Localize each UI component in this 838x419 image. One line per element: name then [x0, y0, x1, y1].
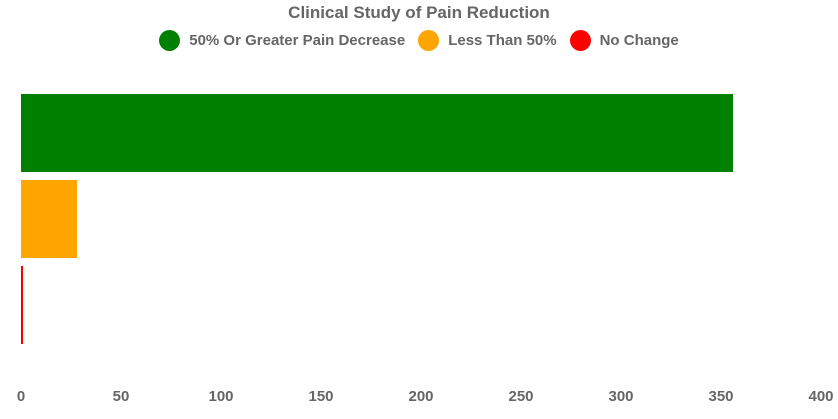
legend-item-less-than-50-percent[interactable]: Less Than 50% — [418, 30, 557, 51]
legend-item-label: Less Than 50% — [448, 32, 557, 49]
x-tick-label: 400 — [808, 388, 834, 405]
x-tick-label: 300 — [608, 388, 634, 405]
bar-no-change — [21, 266, 23, 344]
legend-item-label: 50% Or Greater Pain Decrease — [189, 32, 406, 49]
x-tick-label: 100 — [208, 388, 234, 405]
x-tick-label: 0 — [16, 388, 26, 405]
legend-item-50-percent-or-greater-pain-decrease[interactable]: 50% Or Greater Pain Decrease — [159, 30, 405, 51]
legend-dot-icon — [418, 30, 440, 51]
legend-item-no-change[interactable]: No Change — [569, 30, 679, 51]
chart-title: Clinical Study of Pain Reduction — [288, 3, 550, 22]
legend-dot-icon — [159, 30, 181, 51]
x-tick-label: 50 — [112, 388, 130, 405]
legend-item-label: No Change — [599, 32, 679, 49]
plot-area — [21, 94, 821, 352]
x-axis: 0 50 100 150 200 250 300 350 400 — [17, 388, 834, 410]
legend: 50% Or Greater Pain Decrease Less Than 50… — [0, 30, 838, 51]
x-tick-label: 350 — [708, 388, 734, 405]
x-tick-label: 250 — [508, 388, 534, 405]
bar-50-percent-or-greater-pain-decrease — [21, 94, 733, 172]
x-tick-label: 200 — [408, 388, 434, 405]
x-tick-label: 150 — [308, 388, 334, 405]
legend-dot-icon — [569, 30, 591, 51]
bar-less-than-50-percent — [21, 180, 77, 258]
